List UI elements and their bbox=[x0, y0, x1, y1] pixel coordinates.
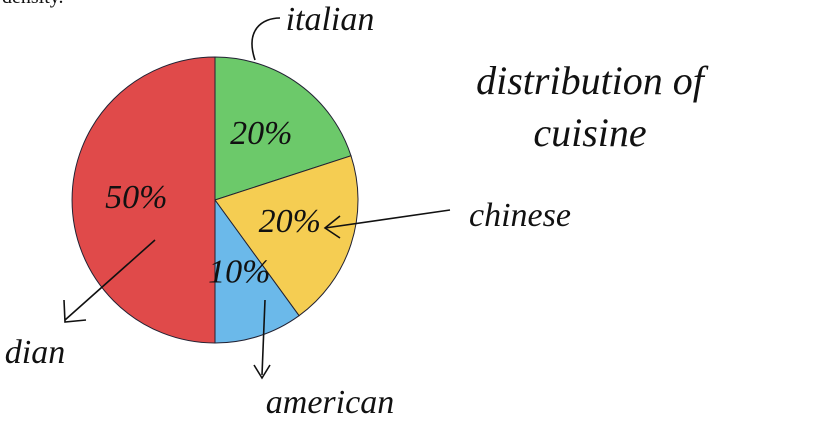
category-label: italian bbox=[286, 1, 375, 38]
page-text: density. bbox=[2, 0, 63, 9]
value-label: 20% bbox=[259, 203, 321, 240]
pie-slice bbox=[71, 56, 216, 344]
category-label: dian bbox=[5, 334, 65, 371]
arrow bbox=[63, 239, 156, 323]
arrow bbox=[251, 17, 281, 61]
arrow bbox=[323, 209, 451, 239]
pie bbox=[71, 56, 359, 344]
value-label: 20% bbox=[230, 115, 292, 152]
arrows bbox=[63, 17, 451, 380]
pie-slice bbox=[214, 56, 352, 201]
pie-slice bbox=[214, 198, 300, 344]
value-label: 50% bbox=[105, 179, 167, 216]
pie-slice bbox=[214, 155, 359, 317]
chart-title: distribution of cuisine bbox=[476, 58, 704, 155]
arrow bbox=[253, 299, 271, 380]
category-label: chinese bbox=[469, 197, 571, 234]
value-label: 10% bbox=[208, 254, 270, 291]
category-label: american bbox=[266, 384, 394, 421]
